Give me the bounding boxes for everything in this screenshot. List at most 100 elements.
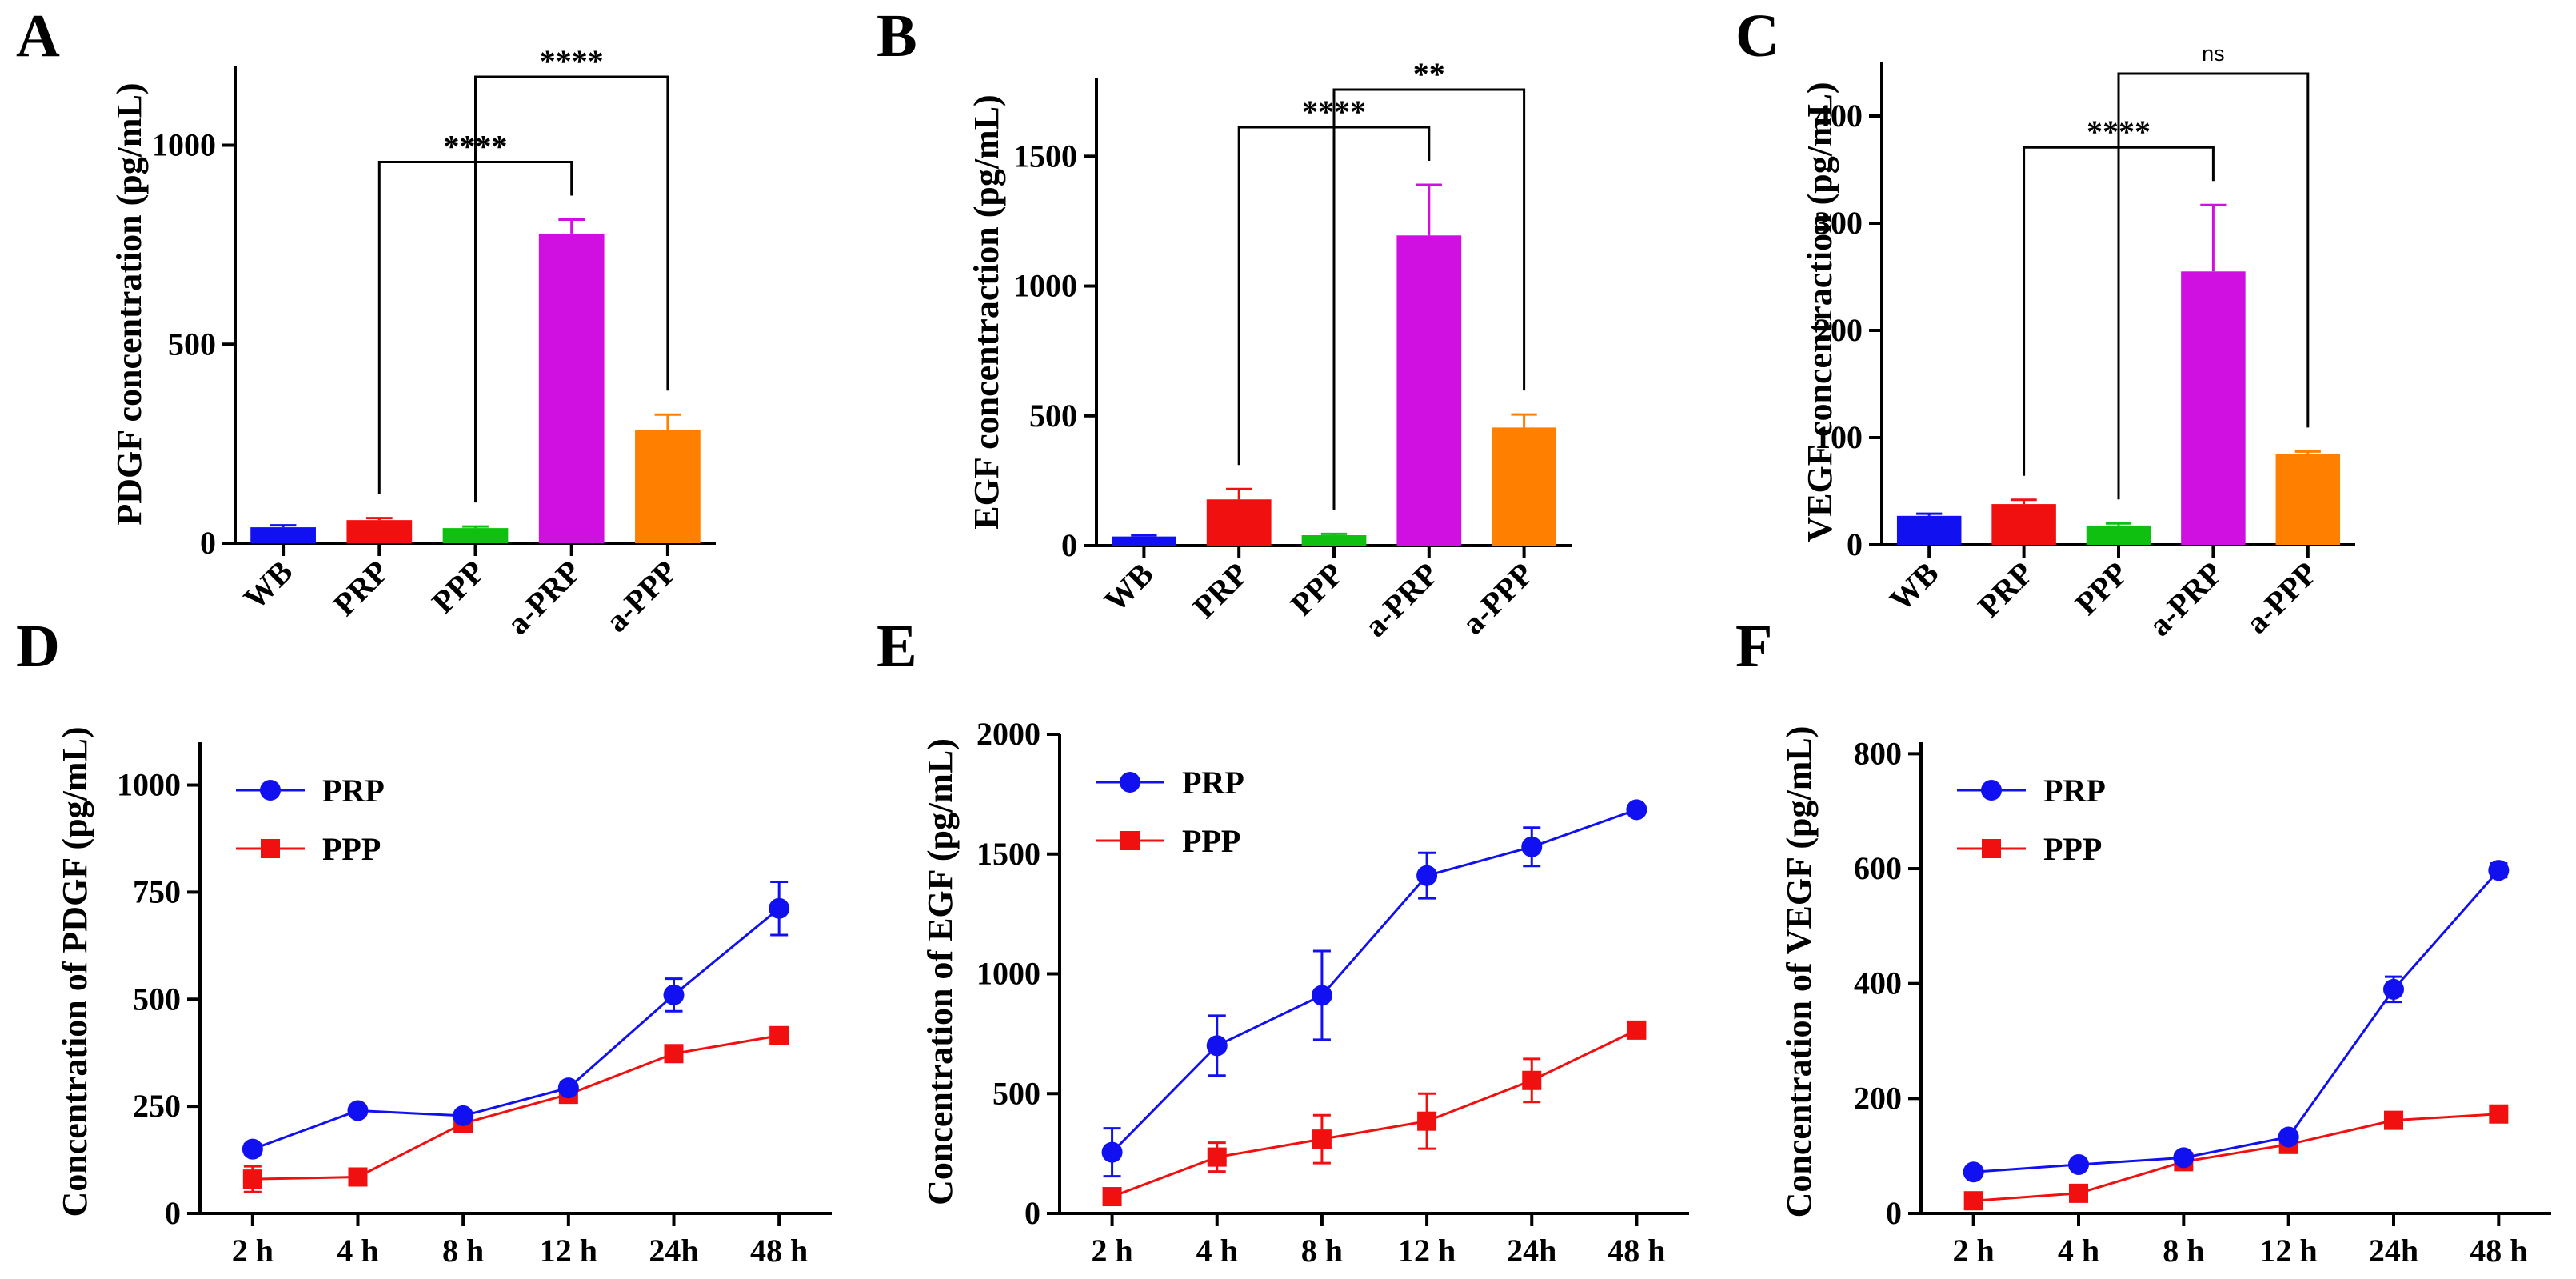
- y-tick-label-e: 2000: [976, 716, 1040, 752]
- x-tick-label-d: 2 h: [232, 1233, 274, 1269]
- data-point-d-prp: [663, 984, 685, 1005]
- y-tick-label-d: 750: [133, 873, 181, 909]
- data-point-f-prp: [2068, 1153, 2089, 1175]
- legend-label-e: PRP: [1182, 765, 1244, 801]
- y-tick-label-a: 0: [200, 525, 216, 561]
- bar-a-a-ppp: [635, 430, 701, 543]
- y-tick-label-e: 1500: [976, 836, 1040, 872]
- data-point-e-prp: [1311, 985, 1332, 1006]
- legend-label-e: PPP: [1182, 823, 1240, 859]
- legend-label-d: PRP: [322, 773, 385, 809]
- legend-marker-e-ppp: [1120, 831, 1140, 850]
- y-tick-label-c: 400: [1815, 98, 1863, 134]
- x-tick-label-a: a-PRP: [500, 554, 588, 641]
- data-point-f-ppp: [1963, 1191, 1983, 1211]
- bar-b-a-prp: [1396, 235, 1462, 546]
- y-axis-title-a: PDGF concentration (pg/mL): [110, 82, 149, 525]
- x-tick-label-f: 4 h: [2058, 1233, 2099, 1269]
- y-tick-label-e: 500: [992, 1075, 1040, 1111]
- legend-label-d: PPP: [322, 831, 381, 867]
- x-tick-label-d: 12 h: [540, 1233, 597, 1269]
- y-tick-label-d: 0: [165, 1195, 181, 1231]
- x-tick-label-c: a-PPP: [2239, 555, 2324, 641]
- data-point-d-prp: [557, 1077, 579, 1099]
- y-axis-title-f: Concentration of VEGF (pg/mL): [1779, 726, 1819, 1218]
- x-tick-label-e: 2 h: [1091, 1233, 1132, 1269]
- bar-b-wb: [1112, 536, 1176, 546]
- data-point-f-ppp: [2384, 1110, 2403, 1130]
- data-point-f-prp: [1963, 1161, 1984, 1183]
- series-line-d-ppp: [252, 1034, 780, 1181]
- bar-b-prp: [1206, 499, 1272, 546]
- series-line-f-prp: [1973, 869, 2500, 1173]
- significance-label-c: ns: [2202, 42, 2225, 66]
- significance-bracket-b: [1332, 88, 1526, 510]
- legend-marker-e-prp: [1120, 772, 1140, 793]
- significance-bracket-c: [2117, 72, 2310, 500]
- y-axis-title-e: Concentration of EGF (pg/mL): [921, 738, 960, 1205]
- legend-marker-f-ppp: [1982, 839, 2001, 858]
- y-tick-label-d: 1000: [117, 767, 181, 803]
- y-tick-label-b: 500: [1029, 398, 1077, 434]
- data-point-e-ppp: [1417, 1111, 1437, 1131]
- legend-label-f: PPP: [2043, 831, 2102, 867]
- y-tick-label-f: 600: [1854, 850, 1902, 886]
- data-point-d-prp: [242, 1138, 263, 1160]
- y-tick-label-c: 0: [1847, 526, 1863, 562]
- series-line-d-prp: [252, 907, 781, 1151]
- x-tick-label-f: 2 h: [1953, 1233, 1995, 1269]
- x-tick-label-e: 8 h: [1301, 1233, 1343, 1269]
- y-tick-label-d: 250: [133, 1088, 181, 1124]
- legend-marker-d-prp: [260, 780, 281, 801]
- x-tick-label-e: 4 h: [1196, 1233, 1238, 1269]
- data-point-f-prp: [2173, 1147, 2195, 1169]
- series-line-e-prp: [1111, 808, 1637, 1153]
- significance-label-a: ****: [540, 43, 604, 79]
- x-tick-label-f: 8 h: [2163, 1233, 2204, 1269]
- y-tick-label-f: 0: [1886, 1195, 1902, 1231]
- data-point-e-prp: [1626, 799, 1647, 821]
- data-point-e-ppp: [1207, 1147, 1227, 1167]
- data-point-f-prp: [2488, 860, 2510, 881]
- y-tick-label-a: 1000: [152, 127, 216, 163]
- series-line-e-ppp: [1112, 1029, 1638, 1198]
- x-tick-label-a: WB: [236, 554, 299, 617]
- series-line-f-ppp: [1973, 1113, 2499, 1202]
- bar-c-a-ppp: [2275, 454, 2341, 545]
- data-point-d-ppp: [348, 1167, 368, 1187]
- data-point-d-prp: [347, 1100, 369, 1121]
- data-point-e-ppp: [1312, 1129, 1332, 1149]
- bar-a-wb: [250, 527, 316, 543]
- y-tick-label-b: 1500: [1013, 138, 1077, 174]
- y-tick-label-e: 0: [1024, 1195, 1040, 1231]
- x-tick-label-d: 24h: [649, 1233, 698, 1269]
- y-tick-label-c: 200: [1815, 312, 1863, 348]
- x-tick-label-c: PPP: [2068, 555, 2135, 622]
- data-point-f-prp: [2383, 978, 2404, 1000]
- bar-a-prp: [346, 520, 413, 543]
- y-tick-label-a: 500: [168, 326, 216, 362]
- bar-a-a-prp: [538, 233, 605, 543]
- data-point-e-prp: [1416, 865, 1438, 886]
- panel-letter-a: A: [16, 2, 60, 70]
- significance-bracket-a: [474, 75, 669, 503]
- data-point-f-ppp: [2489, 1104, 2509, 1124]
- y-tick-label-c: 300: [1815, 205, 1863, 241]
- data-point-e-prp: [1206, 1035, 1228, 1057]
- x-tick-label-a: PRP: [326, 554, 396, 623]
- bar-c-ppp: [2086, 525, 2151, 545]
- legend-label-f: PRP: [2043, 773, 2106, 809]
- bar-c-a-prp: [2181, 271, 2246, 545]
- legend-marker-f-prp: [1981, 780, 2002, 801]
- x-tick-label-a: PPP: [425, 554, 492, 621]
- y-tick-label-b: 1000: [1013, 268, 1077, 304]
- y-tick-label-c: 100: [1815, 419, 1863, 455]
- x-tick-label-b: PPP: [1284, 556, 1351, 623]
- panel-letter-f: F: [1735, 613, 1772, 680]
- data-point-d-ppp: [242, 1169, 262, 1189]
- bar-a-ppp: [442, 528, 509, 543]
- panel-letter-d: D: [16, 613, 60, 680]
- data-point-d-ppp: [769, 1025, 789, 1045]
- x-tick-label-b: a-PPP: [1455, 556, 1540, 641]
